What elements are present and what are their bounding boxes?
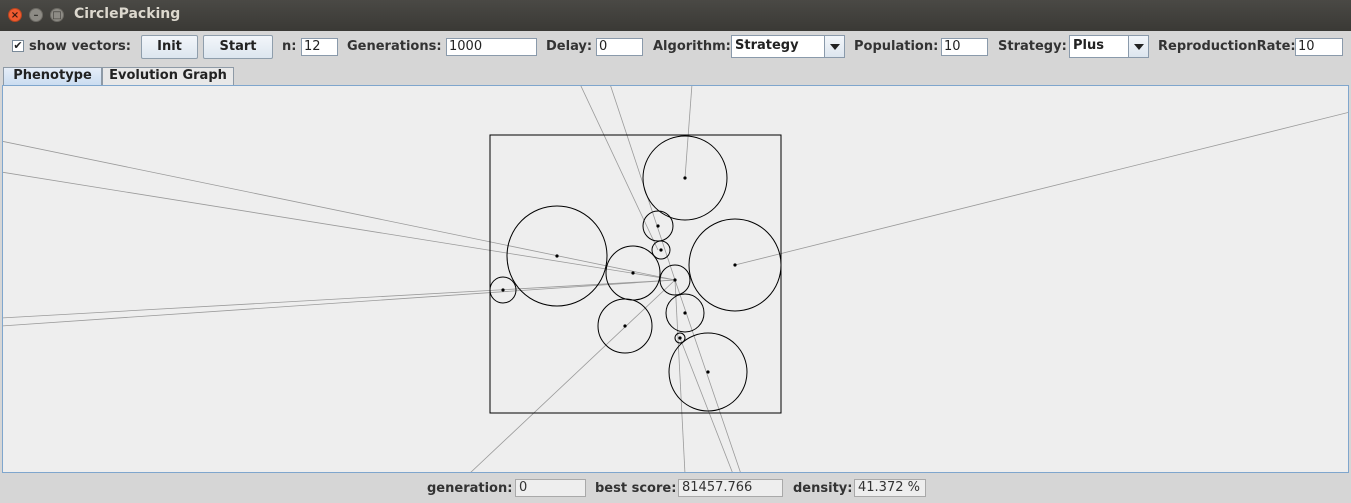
n-label: n:	[282, 39, 297, 54]
phenotype-canvas	[2, 85, 1349, 473]
algorithm-label: Algorithm:	[653, 39, 731, 54]
best-score-value: 81457.766	[678, 479, 783, 497]
circle-centers	[501, 176, 737, 374]
start-button[interactable]: Start	[203, 35, 273, 59]
chevron-down-icon[interactable]	[1128, 36, 1148, 57]
algorithm-select[interactable]: Strategy	[731, 35, 845, 58]
reproduction-rate-label: ReproductionRate:	[1158, 39, 1296, 54]
population-field[interactable]: 10	[941, 38, 988, 56]
tab-evolution-graph[interactable]: Evolution Graph	[102, 67, 234, 85]
circle-packing-drawing	[3, 86, 1348, 472]
close-icon[interactable]: ×	[8, 8, 22, 22]
tab-phenotype[interactable]: Phenotype	[3, 67, 102, 86]
algorithm-selected: Strategy	[735, 38, 799, 53]
show-vectors-checkbox[interactable]: ✔	[12, 39, 24, 52]
title-bar: × – □ CirclePacking	[0, 0, 1351, 31]
minimize-icon[interactable]: –	[29, 8, 43, 22]
packed-circles	[489, 135, 782, 412]
density-label: density:	[793, 481, 853, 496]
best-score-label: best score:	[595, 481, 677, 496]
maximize-icon[interactable]: □	[50, 8, 64, 22]
strategy-label: Strategy:	[998, 39, 1067, 54]
init-button[interactable]: Init	[141, 35, 198, 59]
strategy-selected: Plus	[1073, 38, 1104, 53]
delay-label: Delay:	[546, 39, 593, 54]
density-value: 41.372 %	[854, 479, 926, 497]
strategy-select[interactable]: Plus	[1069, 35, 1149, 58]
show-vectors-label: show vectors:	[29, 39, 131, 54]
generations-label: Generations:	[347, 39, 442, 54]
population-label: Population:	[854, 39, 939, 54]
window-title: CirclePacking	[74, 6, 181, 22]
container-square	[489, 134, 782, 414]
generations-field[interactable]: 1000	[446, 38, 537, 56]
chevron-down-icon[interactable]	[824, 36, 844, 57]
n-field[interactable]: 12	[301, 38, 338, 56]
delay-field[interactable]: 0	[596, 38, 643, 56]
generation-value: 0	[515, 479, 586, 497]
reproduction-rate-field[interactable]: 10	[1295, 38, 1343, 56]
generation-label: generation:	[427, 481, 513, 496]
